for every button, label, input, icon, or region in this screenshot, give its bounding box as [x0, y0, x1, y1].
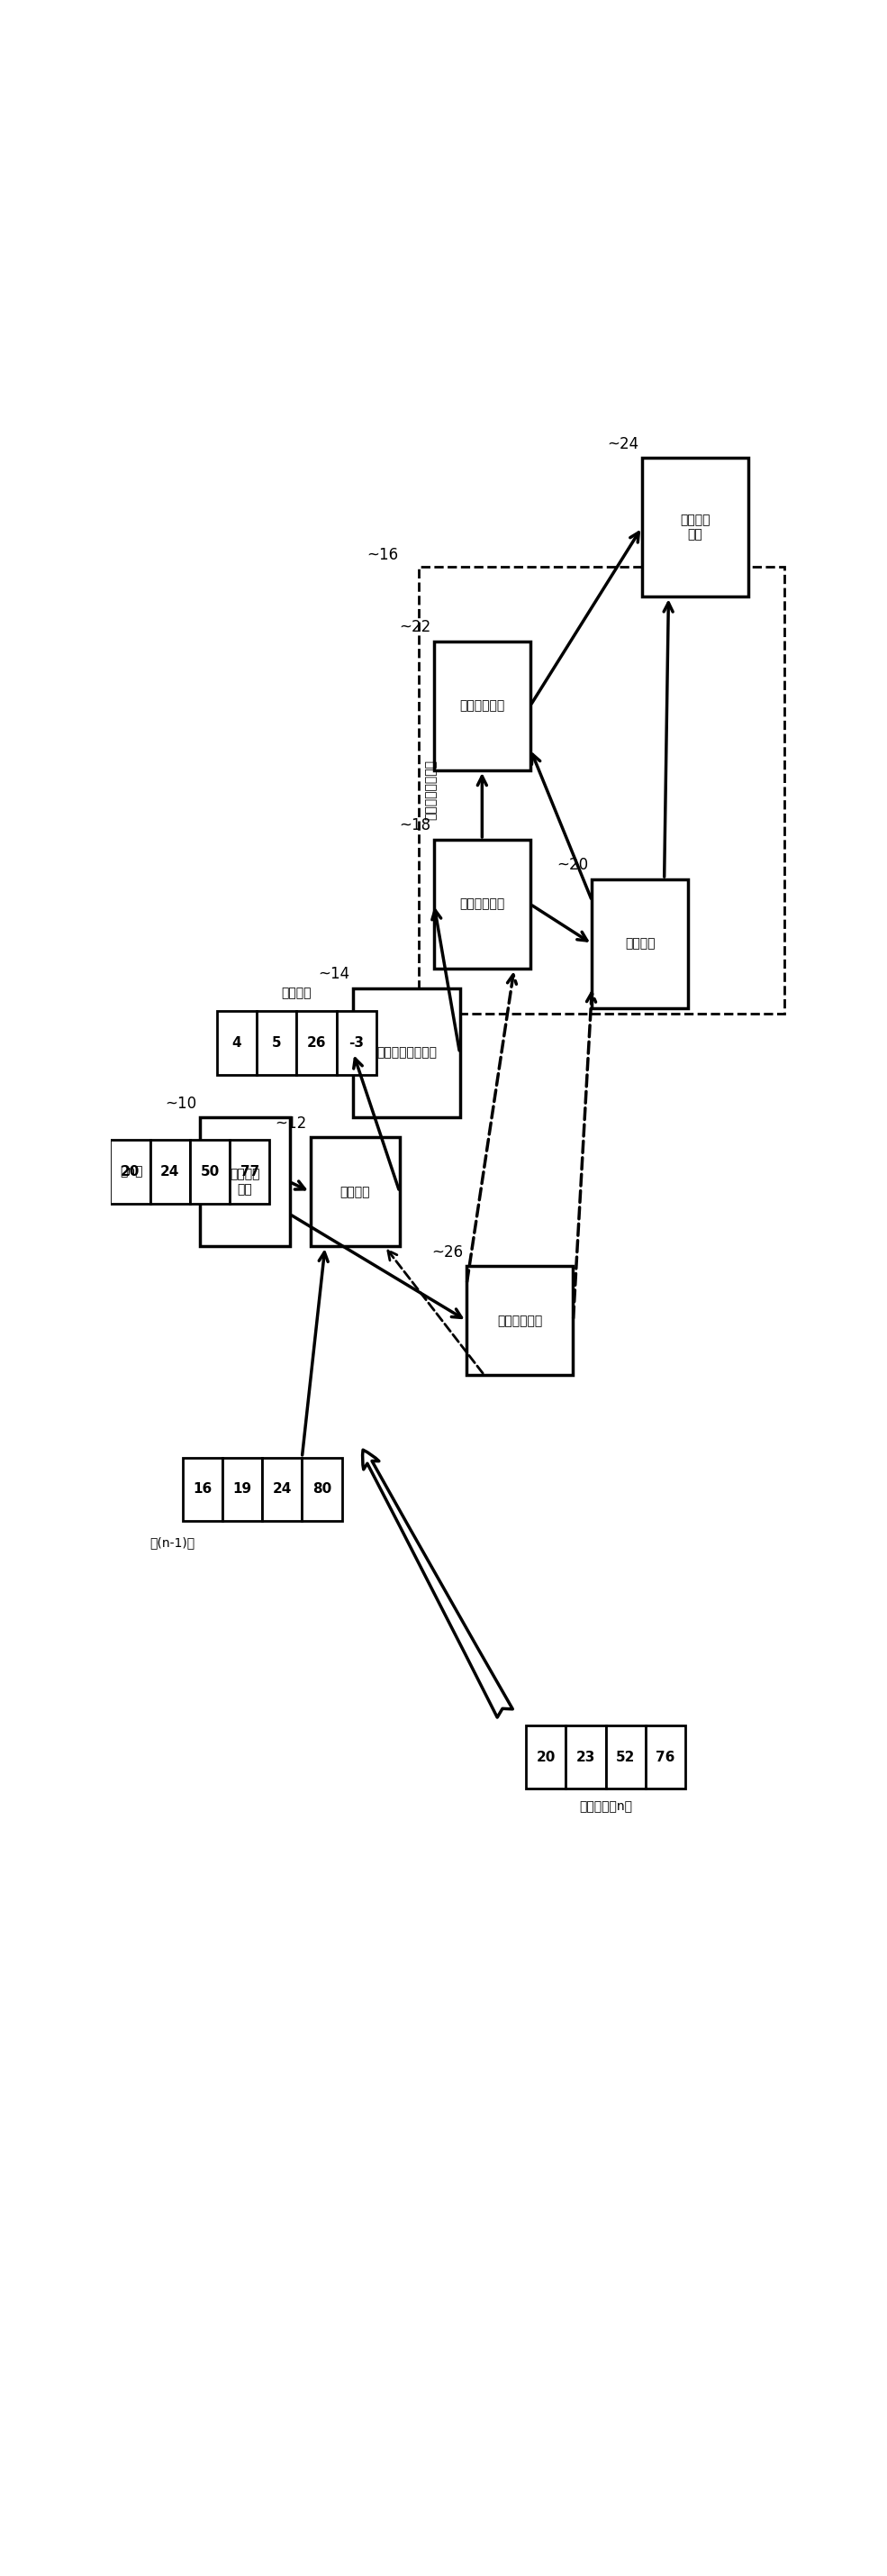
Bar — [110, 1141, 150, 1203]
Bar — [302, 1458, 341, 1520]
Bar — [419, 567, 785, 1012]
Bar — [150, 1141, 190, 1203]
FancyBboxPatch shape — [200, 1118, 289, 1247]
Text: 16: 16 — [192, 1484, 212, 1497]
Text: 24: 24 — [272, 1484, 292, 1497]
Text: 第n行: 第n行 — [120, 1167, 143, 1177]
FancyBboxPatch shape — [310, 1136, 399, 1247]
Text: 76: 76 — [656, 1749, 675, 1765]
Text: 第(n-1)行: 第(n-1)行 — [150, 1535, 195, 1548]
Text: 位元数计算部: 位元数计算部 — [459, 899, 505, 909]
Text: ~18: ~18 — [399, 817, 430, 835]
Text: 77: 77 — [240, 1164, 259, 1180]
FancyBboxPatch shape — [467, 1267, 573, 1376]
Text: 代码输出
单元: 代码输出 单元 — [680, 513, 710, 541]
Text: 20: 20 — [121, 1164, 140, 1180]
Text: 20: 20 — [537, 1749, 555, 1765]
FancyBboxPatch shape — [642, 459, 749, 598]
Text: 5: 5 — [271, 1036, 281, 1051]
Bar — [256, 1012, 296, 1074]
Text: ~12: ~12 — [275, 1115, 307, 1131]
Text: 预测单元: 预测单元 — [340, 1185, 370, 1198]
Bar — [230, 1141, 270, 1203]
Text: ~24: ~24 — [607, 435, 639, 451]
Text: 预测误差计算单元: 预测误差计算单元 — [376, 1046, 436, 1059]
Text: ~14: ~14 — [318, 966, 349, 981]
Text: 校正后的第n行: 校正后的第n行 — [579, 1801, 632, 1814]
Text: ~22: ~22 — [399, 618, 430, 636]
Text: 52: 52 — [616, 1749, 635, 1765]
Bar — [646, 1726, 686, 1788]
FancyBboxPatch shape — [434, 840, 530, 969]
Text: 位元数编码部: 位元数编码部 — [459, 701, 505, 711]
Text: 24: 24 — [161, 1164, 180, 1180]
Text: 23: 23 — [577, 1749, 595, 1765]
Text: ~10: ~10 — [165, 1095, 197, 1110]
Text: 图像量化单元: 图像量化单元 — [498, 1314, 543, 1327]
Bar — [190, 1141, 230, 1203]
Text: 位紧缩部: 位紧缩部 — [625, 938, 655, 951]
Text: 预测误差编码单元: 预测误差编码单元 — [424, 760, 437, 819]
Bar — [336, 1012, 376, 1074]
Text: ~26: ~26 — [432, 1244, 463, 1260]
Text: 19: 19 — [232, 1484, 252, 1497]
Text: ~20: ~20 — [557, 858, 589, 873]
FancyBboxPatch shape — [434, 641, 530, 770]
Bar — [526, 1726, 566, 1788]
Bar — [263, 1458, 302, 1520]
Bar — [223, 1458, 263, 1520]
Bar — [183, 1458, 223, 1520]
Text: 80: 80 — [312, 1484, 332, 1497]
Text: -3: -3 — [349, 1036, 364, 1051]
Text: 50: 50 — [200, 1164, 219, 1180]
FancyBboxPatch shape — [353, 989, 459, 1118]
Text: 图像输入
单元: 图像输入 单元 — [230, 1170, 260, 1195]
Text: 预测误差: 预测误差 — [281, 987, 311, 999]
Bar — [566, 1726, 606, 1788]
Bar — [296, 1012, 336, 1074]
Text: 26: 26 — [307, 1036, 326, 1051]
Bar — [216, 1012, 256, 1074]
Text: 4: 4 — [232, 1036, 241, 1051]
Text: ~16: ~16 — [366, 546, 398, 564]
FancyBboxPatch shape — [593, 878, 688, 1007]
Bar — [606, 1726, 646, 1788]
